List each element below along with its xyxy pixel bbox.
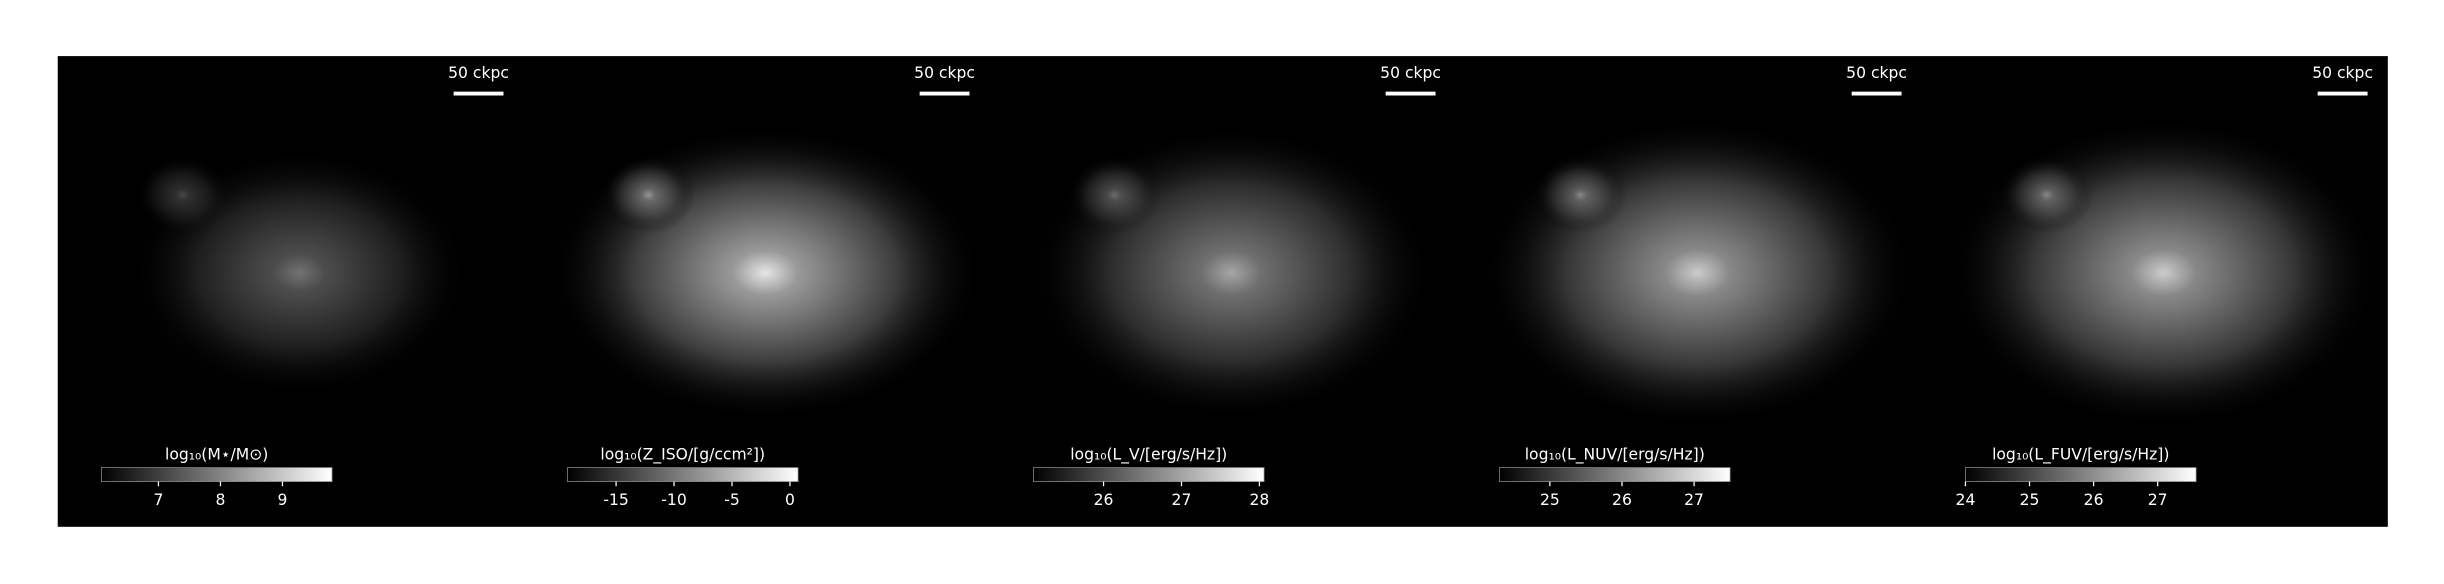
- colorbar-label: log₁₀(Z_ISO/[g/ccm²]): [600, 446, 765, 465]
- colorbar: [1965, 467, 2197, 482]
- colorbar-label: log₁₀(L_NUV/[erg/s/Hz]): [1525, 446, 1705, 465]
- colorbar-tick-label: 26: [1094, 491, 1114, 509]
- colorbar: [1033, 467, 1265, 482]
- scale-bar-label: 50 ckpc: [448, 64, 509, 82]
- scale-bar-label: 50 ckpc: [2312, 64, 2373, 82]
- galaxy-image: [1479, 116, 1916, 429]
- colorbar-tick-label: -5: [724, 491, 740, 509]
- colorbar-label: log₁₀(L_FUV/[erg/s/Hz]): [1992, 446, 2169, 465]
- colorbar-tick-label: 27: [2148, 491, 2168, 509]
- colorbar-tick-label: 28: [1249, 491, 1269, 509]
- galaxy-image: [1945, 116, 2382, 429]
- colorbar-tick-label: 8: [215, 491, 225, 509]
- colorbar-tick-label: 24: [1956, 491, 1976, 509]
- colorbar-label: log₁₀(L_V/[erg/s/Hz]): [1070, 446, 1227, 465]
- galaxy-companion: [1533, 155, 1628, 234]
- scale-bar-label: 50 ckpc: [1846, 64, 1907, 82]
- colorbar-tick-label: 9: [277, 491, 287, 509]
- colorbar-tick-label: -10: [661, 491, 686, 509]
- galaxy-companion: [135, 155, 230, 234]
- colorbar-tick-label: 25: [2020, 491, 2040, 509]
- galaxy-image: [547, 124, 984, 421]
- colorbar: [100, 467, 333, 482]
- colorbar-tick-label: 26: [2084, 491, 2104, 509]
- colorbar-tick-label: 7: [153, 491, 163, 509]
- colorbar: [1499, 467, 1731, 482]
- colorbar-tick-label: 26: [1612, 491, 1632, 509]
- colorbar-label: log₁₀(M⋆/M⊙): [165, 446, 268, 464]
- galaxy-companion: [601, 155, 696, 234]
- colorbar-tick-label: 27: [1684, 491, 1704, 509]
- galaxy-companion: [1999, 155, 2094, 234]
- scale-bar-label: 50 ckpc: [914, 64, 975, 82]
- colorbar-tick-label: -15: [603, 491, 628, 509]
- colorbar-tick-label: 27: [1172, 491, 1192, 509]
- colorbar: [567, 467, 799, 482]
- colorbar-tick-label: 25: [1540, 491, 1560, 509]
- colorbar-tick-label: 0: [785, 491, 795, 509]
- scale-bar-label: 50 ckpc: [1380, 64, 1441, 82]
- galaxy-companion: [1067, 155, 1162, 234]
